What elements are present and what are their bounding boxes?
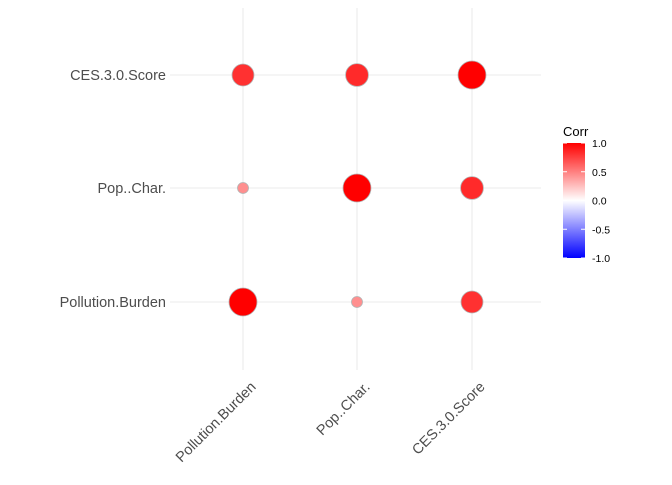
legend-title: Corr [563,124,589,139]
legend-colorbar [563,143,585,258]
correlation-point [342,173,372,203]
legend-tick-label: 0.0 [592,196,607,208]
x-tick-label: Pollution.Burden [173,379,260,466]
correlation-points [228,60,487,317]
correlation-point [457,60,487,90]
x-tick-label: Pop..Char. [314,379,374,439]
correlation-point [460,176,484,200]
legend-tick-label: 1.0 [592,138,607,150]
x-tick-label: CES.3.0.Score [409,379,488,458]
y-tick-label: Pop..Char. [97,181,166,197]
legend-ticks: 1.0 0.5 0.0 -0.5 -1.0 [563,138,610,265]
correlation-point [351,296,363,308]
legend-tick-label: 0.5 [592,167,607,179]
y-tick-label: Pollution.Burden [60,295,166,311]
correlation-point [231,63,255,87]
legend-tick-label: -1.0 [592,253,610,265]
y-axis-labels: Pollution.Burden Pop..Char. CES.3.0.Score [60,68,166,311]
correlation-point [460,290,484,314]
x-axis-labels: Pollution.Burden Pop..Char. CES.3.0.Score [173,379,489,466]
correlation-point [237,182,249,194]
legend: Corr 1.0 0.5 0.0 -0.5 -1.0 [563,124,610,265]
legend-tick-label: -0.5 [592,224,610,236]
correlation-point [345,63,369,87]
correlation-point [228,287,258,317]
y-tick-label: CES.3.0.Score [70,68,166,84]
